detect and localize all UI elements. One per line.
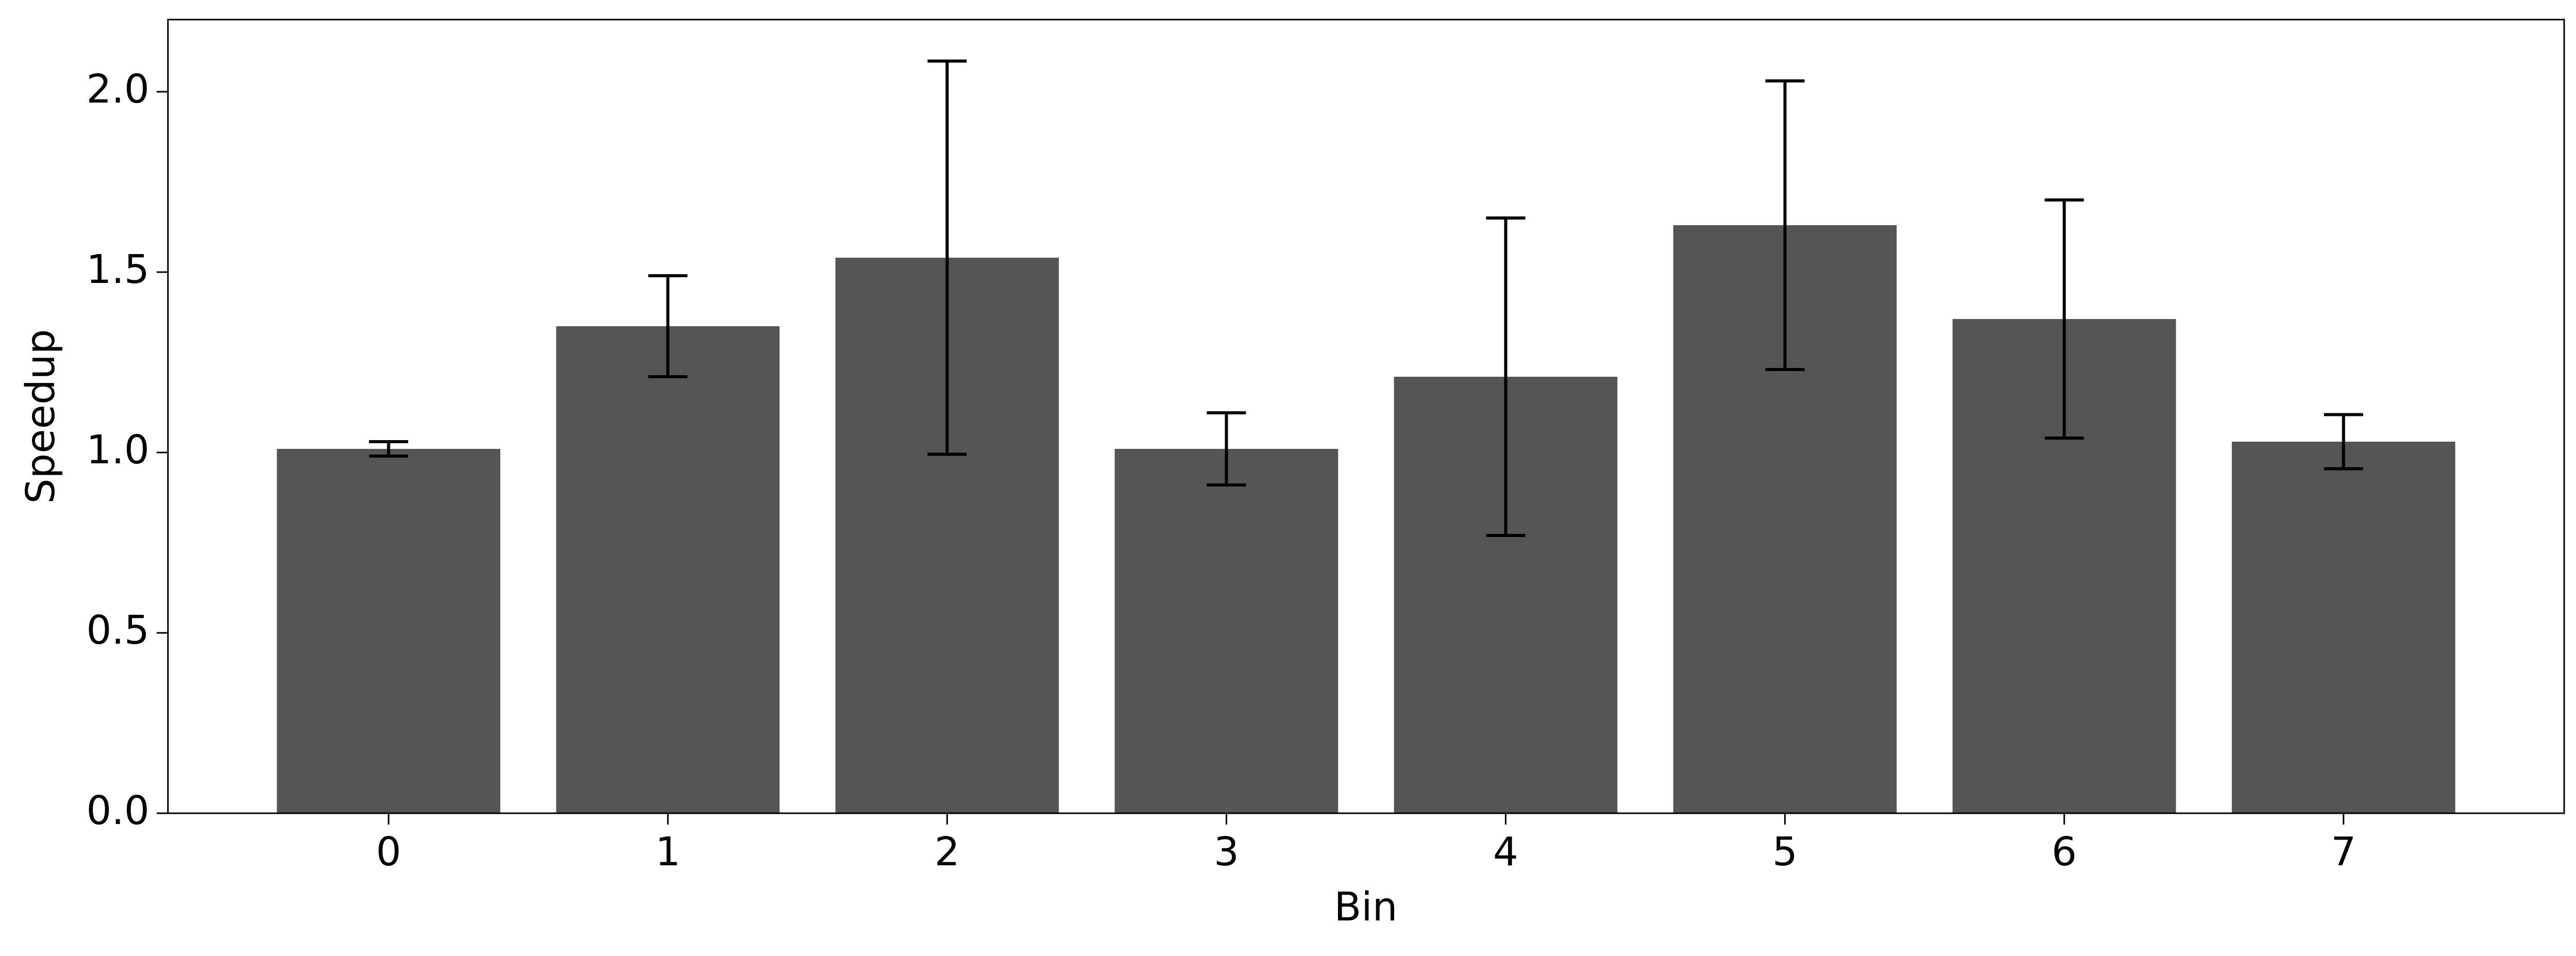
error-bar <box>1765 79 1805 371</box>
error-bar <box>369 440 409 458</box>
bar <box>2231 442 2455 813</box>
y-tick-label: 2.0 <box>87 66 149 112</box>
bar <box>1114 449 1338 813</box>
y-tick-label: 1.0 <box>87 427 149 473</box>
y-axis-label: Speedup <box>18 329 64 504</box>
y-tick-label: 0.5 <box>87 608 149 653</box>
y-tick-label: 0.0 <box>87 788 149 834</box>
x-tick-label: 0 <box>376 829 401 875</box>
bar <box>277 449 501 813</box>
y-tick-label: 1.5 <box>87 247 149 293</box>
error-bar <box>2324 413 2363 471</box>
plot-frame <box>167 19 2565 814</box>
error-bar <box>1207 411 1246 487</box>
x-tick-label: 1 <box>655 829 681 875</box>
x-tick-label: 2 <box>935 829 960 875</box>
x-tick-label: 7 <box>2331 829 2356 875</box>
x-tick-label: 4 <box>1493 829 1518 875</box>
error-bar <box>648 274 688 378</box>
error-bar <box>1486 216 1526 537</box>
x-axis-label: Bin <box>1334 884 1397 930</box>
error-bar <box>927 59 967 456</box>
x-tick-label: 3 <box>1214 829 1239 875</box>
x-tick-label: 6 <box>2052 829 2077 875</box>
bar <box>556 326 780 813</box>
x-tick-label: 5 <box>1772 829 1798 875</box>
error-bar <box>2044 198 2084 440</box>
